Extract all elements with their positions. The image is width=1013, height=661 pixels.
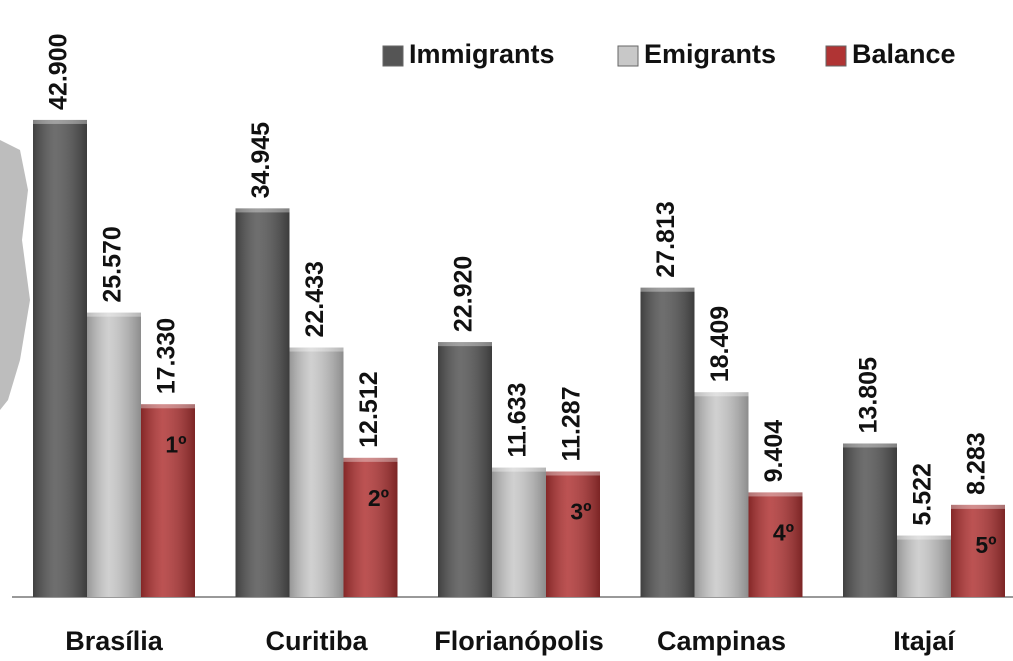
value-label: 9.404 bbox=[760, 420, 788, 483]
rank-label: 4º bbox=[773, 520, 794, 546]
bar-shade bbox=[640, 287, 695, 597]
legend-label: Immigrants bbox=[409, 39, 555, 69]
x-tick-label: Florianópolis bbox=[434, 626, 604, 656]
bar-shade bbox=[438, 342, 492, 597]
bar-shade bbox=[748, 492, 803, 597]
x-tick-label: Campinas bbox=[657, 626, 786, 656]
legend-swatch bbox=[617, 45, 639, 67]
bar-shade bbox=[843, 443, 897, 597]
bar-cap bbox=[33, 119, 87, 124]
bar-shade bbox=[33, 119, 87, 598]
value-label: 22.433 bbox=[301, 261, 329, 337]
bar-shade bbox=[343, 457, 398, 597]
bar-cap bbox=[897, 535, 951, 540]
bar-shade bbox=[492, 467, 546, 597]
bar-cap bbox=[843, 443, 897, 448]
legend-label: Emigrants bbox=[644, 39, 776, 69]
bar-cap bbox=[546, 471, 600, 476]
x-tick-label: Curitiba bbox=[265, 626, 368, 656]
value-label: 5.522 bbox=[909, 463, 937, 526]
legend-swatch bbox=[825, 45, 847, 67]
bar-cap bbox=[141, 404, 195, 409]
value-label: 25.570 bbox=[99, 226, 127, 302]
bar-shade bbox=[694, 392, 749, 597]
bar-shade bbox=[87, 312, 141, 597]
bar-cap bbox=[694, 392, 749, 397]
bar-cap bbox=[343, 457, 398, 462]
value-label: 11.287 bbox=[558, 386, 586, 461]
value-label: 17.330 bbox=[153, 318, 181, 394]
value-label: 34.945 bbox=[247, 122, 275, 199]
bar-shade bbox=[289, 347, 344, 597]
bar-shade bbox=[951, 504, 1005, 597]
rank-label: 3º bbox=[570, 499, 591, 525]
rank-label: 5º bbox=[975, 532, 996, 558]
value-label: 8.283 bbox=[963, 432, 991, 495]
value-label: 12.512 bbox=[355, 371, 383, 447]
bar-shade bbox=[235, 208, 290, 597]
bar-cap bbox=[87, 312, 141, 317]
x-tick-label: Brasília bbox=[65, 626, 164, 656]
bar-cap bbox=[492, 467, 546, 472]
bar-cap bbox=[289, 347, 344, 352]
bar-cap bbox=[640, 287, 695, 292]
value-label: 27.813 bbox=[652, 201, 680, 277]
rank-label: 2º bbox=[368, 485, 389, 511]
x-tick-label: Itajaí bbox=[893, 626, 956, 656]
value-label: 22.920 bbox=[450, 256, 478, 332]
value-label: 11.633 bbox=[504, 383, 532, 458]
value-label: 42.900 bbox=[45, 33, 73, 109]
bar-cap bbox=[951, 504, 1005, 509]
bar-shade bbox=[897, 535, 951, 597]
legend-swatch bbox=[382, 45, 404, 67]
bar-cap bbox=[748, 492, 803, 497]
legend-label: Balance bbox=[852, 39, 956, 69]
bar-cap bbox=[438, 342, 492, 347]
map-decoration bbox=[0, 140, 30, 410]
value-label: 13.805 bbox=[855, 357, 883, 434]
bar-shade bbox=[141, 404, 195, 597]
bar-cap bbox=[235, 208, 290, 213]
bar-shade bbox=[546, 471, 600, 597]
value-label: 18.409 bbox=[706, 306, 734, 382]
rank-label: 1º bbox=[165, 431, 186, 457]
